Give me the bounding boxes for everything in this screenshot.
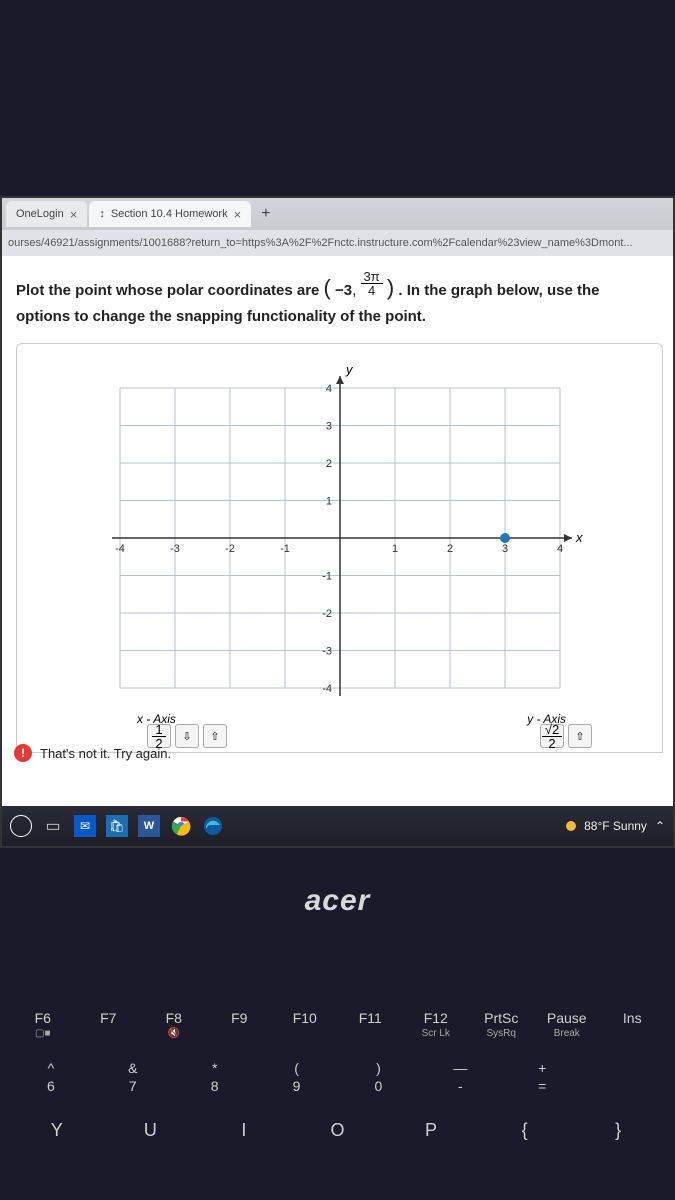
key-}: } xyxy=(589,1120,647,1141)
key-7: &7 xyxy=(104,1060,162,1094)
key-f8: F8🔇 xyxy=(145,1010,203,1039)
page-content: Plot the point whose polar coordinates a… xyxy=(2,256,673,806)
number-key-row: ^6&7 *8 (9 )0 —- += xyxy=(0,1060,675,1094)
svg-text:1: 1 xyxy=(325,496,331,508)
cortana-icon[interactable] xyxy=(10,815,32,837)
letter-key-row: Y U I O P {} xyxy=(0,1120,675,1141)
task-view-icon[interactable]: ▭ xyxy=(42,815,64,837)
theta-num: 3π xyxy=(361,270,383,284)
svg-text:1: 1 xyxy=(391,543,397,555)
close-icon[interactable]: × xyxy=(70,207,78,222)
svg-text:2: 2 xyxy=(325,458,331,470)
new-tab-button[interactable]: + xyxy=(253,205,278,223)
key-f11: F11 xyxy=(341,1010,399,1039)
tray-chevron-icon[interactable]: ⌃ xyxy=(655,819,665,833)
key-{: { xyxy=(496,1120,554,1141)
feedback-message: ! That's not it. Try again. xyxy=(14,744,171,762)
svg-text:-4: -4 xyxy=(322,683,332,695)
coord-r: −3 xyxy=(335,282,352,299)
url-bar[interactable]: ourses/46921/assignments/1001688?return_… xyxy=(2,230,673,256)
laptop-brand: acer xyxy=(0,884,675,918)
svg-text:-4: -4 xyxy=(115,543,125,555)
graph-panel: -4-3-2-11234-4-3-2-11234yx x - Axis 12 ⇩… xyxy=(16,343,663,753)
tab-bar: OneLogin × ↕ Section 10.4 Homework × + xyxy=(2,198,673,230)
instr-lead: Plot the point whose polar coordinates a… xyxy=(16,282,324,299)
svg-text:-2: -2 xyxy=(225,543,235,555)
edge-icon[interactable] xyxy=(202,815,224,837)
svg-text:-1: -1 xyxy=(280,543,290,555)
key-f9: F9 xyxy=(210,1010,268,1039)
mail-icon[interactable]: ✉ xyxy=(74,815,96,837)
key-f7: F7 xyxy=(79,1010,137,1039)
taskbar: ▭ ✉ 🛍 W 88°F Sunny ⌃ xyxy=(2,806,673,846)
store-icon[interactable]: 🛍 xyxy=(106,815,128,837)
svg-text:3: 3 xyxy=(325,421,331,433)
key-6: ^6 xyxy=(22,1060,80,1094)
key-f12: F12Scr Lk xyxy=(407,1010,465,1039)
svg-text:4: 4 xyxy=(325,383,331,395)
tab-onelogin[interactable]: OneLogin × xyxy=(6,201,87,227)
theta-den: 4 xyxy=(361,284,383,297)
key-9: (9 xyxy=(268,1060,326,1094)
key-o: O xyxy=(308,1120,366,1141)
fn-key-row: F6▢■F7 F8🔇F9 F10F11 F12Scr LkPrtScSysRq Paus… xyxy=(0,1010,675,1039)
key-pause: PauseBreak xyxy=(538,1010,596,1039)
svg-text:y: y xyxy=(345,362,354,377)
graph-svg: -4 -3 -2 -1 1 2 3 4 -4 -3 -2 -1 1 2 3 4 y x xyxy=(90,358,590,718)
browser-window: OneLogin × ↕ Section 10.4 Homework × + o… xyxy=(0,196,675,848)
key-ins: Ins xyxy=(603,1010,661,1039)
url-text: ourses/46921/assignments/1001688?return_… xyxy=(8,237,633,249)
close-icon[interactable]: × xyxy=(234,207,242,222)
feedback-text: That's not it. Try again. xyxy=(40,746,171,761)
key-u: U xyxy=(121,1120,179,1141)
key-blank xyxy=(595,1060,653,1094)
key-f6: F6▢■ xyxy=(14,1010,72,1039)
svg-text:4: 4 xyxy=(556,543,562,555)
y-snap-sqrt-button[interactable]: √22 xyxy=(540,724,564,748)
key-p: P xyxy=(402,1120,460,1141)
key-y: Y xyxy=(28,1120,86,1141)
svg-text:2: 2 xyxy=(446,543,452,555)
chrome-icon[interactable] xyxy=(170,815,192,837)
key-=: += xyxy=(513,1060,571,1094)
tab-label: Section 10.4 Homework xyxy=(111,208,228,220)
instruction-text: Plot the point whose polar coordinates a… xyxy=(16,270,663,329)
key-8: *8 xyxy=(186,1060,244,1094)
weather-text[interactable]: 88°F Sunny xyxy=(584,819,647,833)
key-f10: F10 xyxy=(276,1010,334,1039)
y-snap-inc-button[interactable]: ⇧ xyxy=(568,724,592,748)
instr-line2: options to change the snapping functiona… xyxy=(16,308,426,325)
svg-text:-1: -1 xyxy=(322,571,332,583)
tab-label: OneLogin xyxy=(16,208,64,220)
key-i: I xyxy=(215,1120,273,1141)
key--: —- xyxy=(431,1060,489,1094)
word-icon[interactable]: W xyxy=(138,815,160,837)
key-prtsc: PrtScSysRq xyxy=(472,1010,530,1039)
x-snap-inc-button[interactable]: ⇧ xyxy=(203,724,227,748)
weather-icon xyxy=(566,821,576,831)
svg-text:-3: -3 xyxy=(170,543,180,555)
svg-text:3: 3 xyxy=(501,543,507,555)
tab-favicon: ↕ xyxy=(99,208,105,220)
cartesian-graph[interactable]: -4 -3 -2 -1 1 2 3 4 -4 -3 -2 -1 1 2 3 4 y x xyxy=(90,358,590,718)
svg-text:-2: -2 xyxy=(322,608,332,620)
instr-tail: . In the graph below, use the xyxy=(398,282,599,299)
error-icon: ! xyxy=(14,744,32,762)
svg-text:-3: -3 xyxy=(322,646,332,658)
x-snap-dec-button[interactable]: ⇩ xyxy=(175,724,199,748)
tab-homework[interactable]: ↕ Section 10.4 Homework × xyxy=(89,201,251,227)
svg-text:x: x xyxy=(575,530,583,545)
key-0: )0 xyxy=(349,1060,407,1094)
